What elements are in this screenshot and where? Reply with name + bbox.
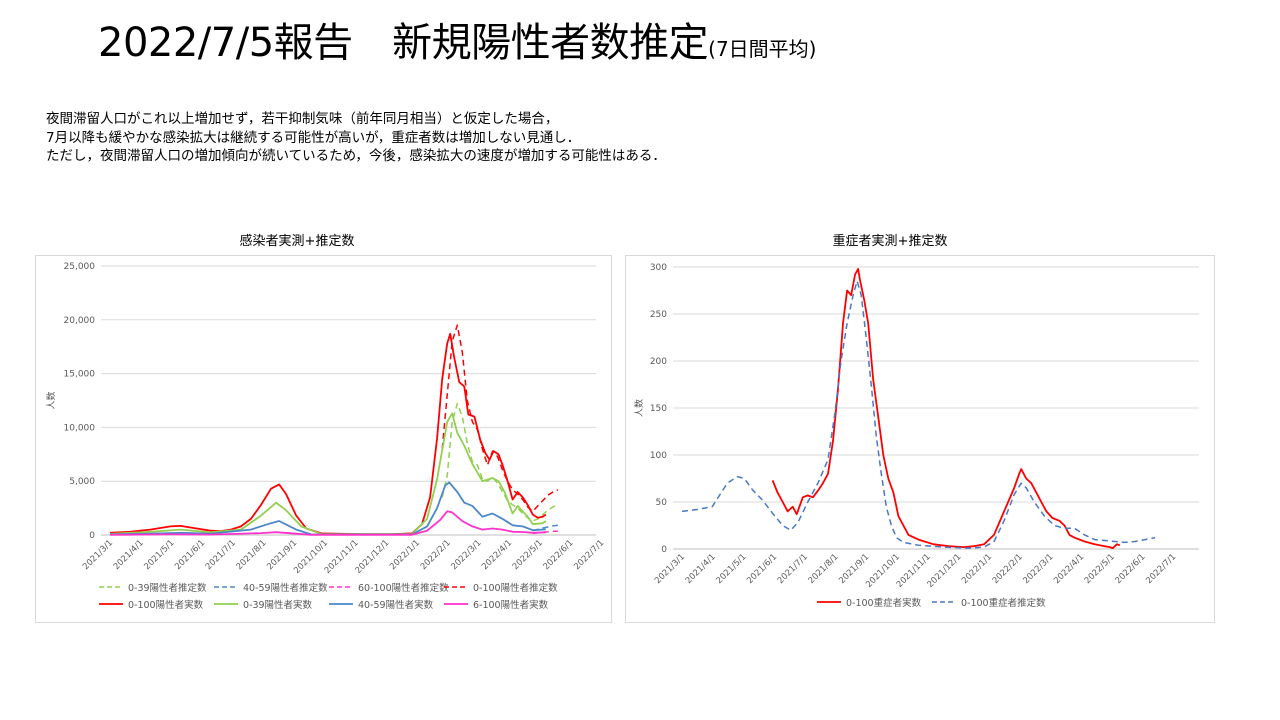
legend-label: 0-39陽性者実数: [243, 600, 313, 611]
chart1-series-line: [109, 510, 546, 536]
legend-label: 6-100陽性者実数: [473, 600, 549, 611]
chart2-ytick-label: 200: [650, 357, 667, 367]
chart2-ytick-label: 250: [650, 310, 667, 320]
chart2-xtick-label: 2022/5/1: [1083, 552, 1117, 586]
chart2-xtick-label: 2021/5/1: [714, 552, 748, 586]
chart1-ytick-label: 25,000: [64, 262, 96, 272]
legend-label: 60-100陽性者推定数: [358, 583, 449, 594]
legend-item: 6-100陽性者実数: [443, 597, 548, 611]
description-line-2: 7月以降も緩やかな感染拡大は継続する可能性が高いが，重症者数は増加しない見通し．: [46, 129, 581, 146]
legend-swatch: [444, 603, 468, 605]
chart2-ytick-label: 150: [650, 404, 667, 414]
chart1-series-line: [441, 402, 559, 522]
legend-swatch: [214, 586, 238, 588]
legend-item: 0-39陽性者推定数: [98, 580, 207, 594]
chart1-xtick-label: 2022/6/1: [542, 538, 576, 572]
chart1-xtick-label: 2022/5/1: [511, 538, 545, 572]
description-line-1: 夜間滞留人口がこれ以上増加せず，若干抑制気味（前年同月相当）と仮定した場合，: [46, 111, 559, 127]
chart2-series-line: [771, 268, 1121, 549]
title-main: 2022/7/5報告 新規陽性者数推定: [98, 20, 709, 66]
chart2-xtick-label: 2022/3/1: [1021, 552, 1055, 586]
chart1-ytick-label: 10,000: [64, 423, 96, 433]
legend-swatch: [214, 603, 238, 605]
chart1-xtick-label: 2021/6/1: [173, 538, 207, 572]
chart2-ytick-label: 50: [656, 498, 668, 508]
description-line-3: ただし，夜間滞留人口の増加傾向が続いているため，今後，感染拡大の速度が増加する可…: [46, 148, 666, 164]
legend-swatch: [444, 586, 468, 588]
legend-item: 0-100陽性者実数: [98, 597, 203, 611]
legend-label: 0-100陽性者推定数: [473, 583, 558, 594]
chart1-xtick-label: 2022/2/1: [419, 538, 453, 572]
chart1-series-line: [109, 412, 547, 535]
chart1-series-line: [109, 481, 546, 536]
chart1-title: 感染者実測+推定数: [239, 234, 355, 249]
description: 夜間滞留人口がこれ以上増加せず，若干抑制気味（前年同月相当）と仮定した場合， 7…: [46, 110, 666, 166]
legend-item: 40-59陽性者推定数: [213, 580, 328, 594]
legend-label: 0-100陽性者実数: [128, 600, 204, 611]
chart1-ytick-label: 20,000: [64, 316, 96, 326]
chart2-xtick-label: 2022/1/1: [960, 552, 994, 586]
chart1-ytick-label: 15,000: [64, 370, 96, 380]
chart2-xtick-label: 2022/7/1: [1144, 552, 1178, 586]
chart1-xtick-label: 2021/5/1: [142, 538, 176, 572]
legend-item: 40-59陽性者実数: [328, 597, 433, 611]
chart1-xtick-label: 2021/3/1: [81, 538, 115, 572]
legend-swatch: [817, 601, 841, 603]
chart1-xtick-label: 2022/7/1: [572, 538, 606, 572]
chart2-xtick-label: 2022/4/1: [1052, 552, 1086, 586]
chart2-plot: 050100150200250300人数2021/3/12021/4/12021…: [633, 263, 1199, 590]
chart2-xtick-label: 2021/4/1: [684, 552, 718, 586]
chart2-ytick-label: 100: [650, 451, 667, 461]
legend-swatch: [99, 603, 123, 605]
chart1-xtick-label: 2022/1/1: [388, 538, 422, 572]
legend-label: 0-39陽性者推定数: [128, 583, 207, 594]
chart2-series-line: [681, 280, 1156, 549]
legend-label: 0-100重症者推定数: [961, 598, 1046, 609]
legend-item: 0-100陽性者推定数: [443, 580, 558, 594]
chart2-xtick-label: 2022/2/1: [991, 552, 1025, 586]
chart2-xtick-label: 2021/8/1: [807, 552, 841, 586]
legend-item: 60-100陽性者推定数: [328, 580, 449, 594]
chart1-xtick-label: 2021/7/1: [204, 538, 238, 572]
chart1-xtick-label: 2021/4/1: [112, 538, 146, 572]
chart2-xtick-label: 2021/6/1: [745, 552, 779, 586]
chart1-series-line: [109, 332, 547, 535]
legend-label: 40-59陽性者推定数: [243, 583, 328, 594]
legend-swatch: [99, 586, 123, 588]
chart1-ylabel: 人数: [45, 391, 57, 409]
chart2-title: 重症者実測+推定数: [832, 234, 948, 249]
chart1-ytick-label: 5,000: [69, 477, 95, 487]
chart2-ytick-label: 300: [650, 263, 667, 273]
chart2-ytick-label: 0: [661, 545, 667, 555]
chart2-xtick-label: 2021/3/1: [653, 552, 687, 586]
chart1-xtick-label: 2021/8/1: [235, 538, 269, 572]
chart1-xtick-label: 2022/4/1: [480, 538, 514, 572]
chart2-xtick-label: 2021/7/1: [776, 552, 810, 586]
legend-label: 40-59陽性者実数: [358, 600, 434, 611]
chart2-panel: 0 50 100 150 200 250 300 人数 2021/3/1 2021/4/1 2021…: [625, 255, 1215, 623]
legend-label: 0-100重症者実数: [846, 598, 922, 609]
chart2-xtick-label: 2022/6/1: [1114, 552, 1148, 586]
legend-swatch: [329, 603, 353, 605]
title-sub: (7日間平均): [708, 37, 817, 61]
legend-item: 0-39陽性者実数: [213, 597, 312, 611]
slide-title: 2022/7/5報告 新規陽性者数推定(7日間平均): [98, 10, 817, 68]
chart1-plot: 0 5,000 10,000 15,000 20,000 25,000 人数 2021/3/1…: [45, 262, 606, 576]
chart1-panel: 0 5,000 10,000 15,000 20,000 25,000 人数 2021/3/1…: [35, 255, 612, 623]
chart1-ytick-label: 0: [89, 531, 95, 541]
legend-swatch: [329, 586, 353, 588]
chart1-xtick-label: 2022/3/1: [449, 538, 483, 572]
legend-item: 0-100重症者推定数: [931, 595, 1046, 609]
legend-item: 0-100重症者実数: [816, 595, 921, 609]
legend-swatch: [932, 601, 956, 603]
chart2-ylabel: 人数: [633, 399, 645, 417]
